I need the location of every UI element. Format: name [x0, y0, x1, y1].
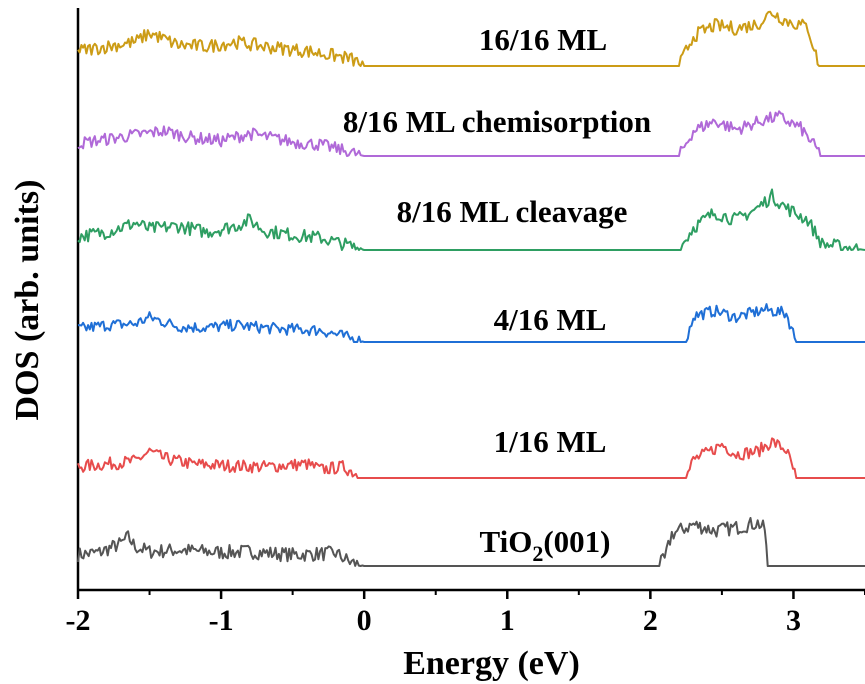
series-labels: TiO2(001) 1/16 ML 4/16 ML 8/16 ML cleavage 8… — [343, 22, 651, 566]
x-tick-label: 0 — [357, 604, 372, 637]
series-line-1 — [77, 437, 865, 479]
series-label-2: 4/16 ML — [494, 302, 607, 337]
x-tick-label: -1 — [209, 604, 234, 637]
series-line-0 — [77, 517, 865, 567]
series-label-3: 8/16 ML cleavage — [397, 194, 628, 229]
series-line-3 — [77, 188, 865, 251]
series-label-1: 1/16 ML — [494, 424, 607, 459]
plot-frame — [76, 8, 865, 592]
series-label-5: 16/16 ML — [479, 22, 607, 57]
x-tick-label: 1 — [500, 604, 515, 637]
x-tick-label: -2 — [66, 604, 91, 637]
x-axis-title: Energy (eV) — [403, 645, 580, 682]
series-line-5 — [77, 10, 865, 67]
series-group — [77, 10, 865, 567]
x-tick-label: 2 — [643, 604, 658, 637]
series-label-0: TiO2(001) — [480, 524, 611, 566]
x-axis-ticks: -2 -1 0 1 2 3 — [66, 590, 865, 637]
x-tick-label: 3 — [786, 604, 801, 637]
series-label-4: 8/16 ML chemisorption — [343, 104, 651, 139]
series-line-2 — [77, 303, 865, 343]
series-line-4 — [77, 110, 865, 157]
y-axis-title: DOS (arb. units) — [9, 180, 46, 421]
